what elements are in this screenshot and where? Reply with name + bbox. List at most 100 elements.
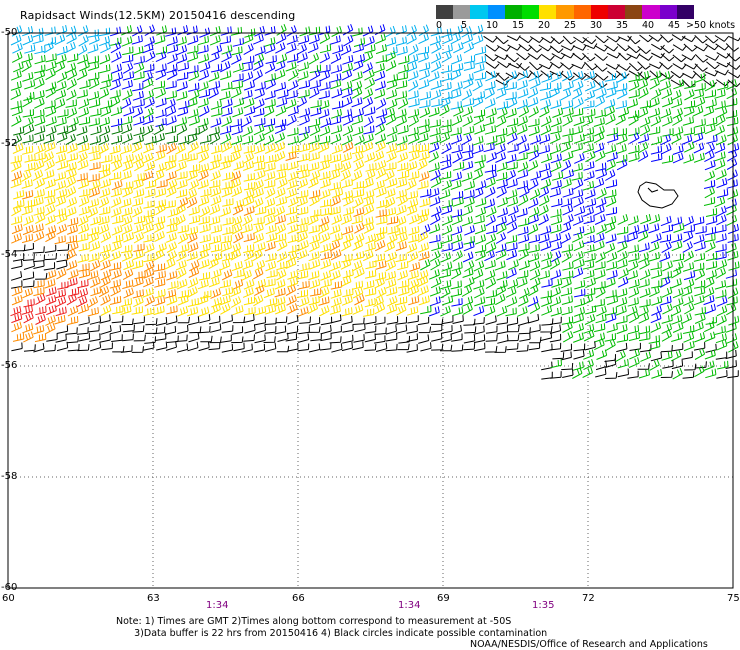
- wind-barb: [209, 25, 221, 37]
- wind-barb: [364, 44, 376, 54]
- wind-barb: [605, 169, 616, 181]
- wind-barb: [540, 331, 553, 341]
- wind-barb: [386, 286, 398, 297]
- wind-barb: [177, 197, 189, 209]
- wind-barb: [57, 281, 69, 290]
- wind-barb: [694, 241, 706, 252]
- wind-barb: [637, 133, 650, 144]
- wind-barb: [54, 314, 66, 325]
- wind-barb: [187, 277, 199, 289]
- wind-barb: [516, 207, 528, 218]
- wind-barb: [407, 108, 420, 119]
- wind-barb: [694, 348, 706, 360]
- wind-barb: [54, 171, 67, 182]
- wind-barb: [606, 251, 618, 263]
- wind-barb: [45, 116, 57, 127]
- wind-barb: [541, 305, 553, 316]
- wind-barb: [561, 362, 574, 371]
- wind-barb: [265, 260, 277, 272]
- wind-barb: [563, 80, 574, 92]
- wind-barb: [332, 188, 344, 199]
- wind-barb: [516, 277, 528, 288]
- wind-barb: [463, 196, 475, 208]
- wind-barb: [254, 25, 265, 37]
- wind-barb: [562, 115, 573, 127]
- wind-barb: [714, 89, 726, 99]
- wind-barb: [90, 108, 102, 117]
- wind-barb: [23, 331, 34, 343]
- wind-barb: [222, 286, 234, 297]
- wind-barb: [475, 206, 487, 218]
- wind-barb: [288, 244, 300, 254]
- wind-barb: [353, 53, 365, 64]
- wind-barb: [704, 79, 716, 92]
- wind-barb: [142, 71, 153, 83]
- wind-barb: [110, 187, 122, 198]
- wind-barb: [142, 124, 154, 137]
- wind-barb: [703, 105, 715, 117]
- wind-barb: [299, 114, 310, 126]
- wind-barb: [200, 335, 213, 343]
- wind-barb: [451, 54, 463, 65]
- wind-barb: [648, 241, 660, 253]
- wind-barb: [375, 186, 387, 198]
- wind-barb: [89, 179, 101, 191]
- wind-barb: [440, 160, 452, 171]
- wind-barb: [662, 128, 674, 137]
- wind-barb: [660, 45, 674, 54]
- wind-barb: [353, 196, 364, 209]
- wind-barb: [45, 214, 56, 226]
- wind-barb: [100, 269, 112, 281]
- wind-barb: [100, 42, 111, 54]
- wind-barb: [189, 89, 200, 101]
- legend-swatch: [608, 5, 626, 19]
- wind-barb: [496, 316, 508, 325]
- wind-barb: [474, 72, 487, 81]
- wind-barb: [165, 80, 177, 90]
- wind-barb: [648, 126, 661, 135]
- wind-barb: [308, 343, 321, 353]
- wind-barb: [506, 70, 518, 82]
- wind-barb: [550, 286, 561, 298]
- wind-barb: [650, 88, 662, 100]
- wind-barb: [22, 95, 33, 108]
- wind-barb: [297, 52, 308, 64]
- wind-barb: [233, 342, 245, 352]
- wind-barb: [527, 296, 539, 307]
- wind-barb: [440, 72, 453, 82]
- wind-barb: [726, 204, 737, 216]
- wind-barb: [682, 262, 695, 272]
- wind-barb: [627, 98, 638, 109]
- wind-barb: [275, 32, 287, 45]
- wind-barb: [550, 316, 562, 325]
- wind-barb: [474, 160, 485, 172]
- wind-barb: [395, 90, 408, 100]
- wind-barb: [560, 197, 573, 208]
- wind-barb: [496, 127, 508, 137]
- wind-barb: [627, 215, 639, 226]
- wind-barb: [264, 179, 276, 189]
- wind-barb: [406, 61, 418, 73]
- wind-barb: [87, 43, 99, 54]
- wind-barb: [98, 143, 109, 155]
- wind-barb: [341, 108, 353, 119]
- wind-barb: [133, 172, 145, 182]
- wind-barb: [661, 330, 672, 342]
- wind-barb: [431, 98, 443, 108]
- wind-barb: [143, 209, 155, 218]
- wind-barb: [254, 169, 266, 181]
- wind-barb: [364, 69, 375, 81]
- wind-barb: [418, 251, 430, 261]
- wind-barb: [153, 221, 165, 234]
- wind-barb: [23, 312, 34, 324]
- wind-barb: [55, 80, 67, 92]
- wind-barb: [384, 107, 395, 119]
- wind-barb: [529, 78, 541, 90]
- wind-barb: [11, 285, 23, 297]
- wind-barb: [714, 35, 729, 42]
- wind-barb: [230, 242, 242, 254]
- wind-barb: [188, 127, 200, 137]
- wind-barb: [274, 60, 286, 72]
- wind-barb: [230, 118, 242, 128]
- wind-barb: [66, 78, 77, 91]
